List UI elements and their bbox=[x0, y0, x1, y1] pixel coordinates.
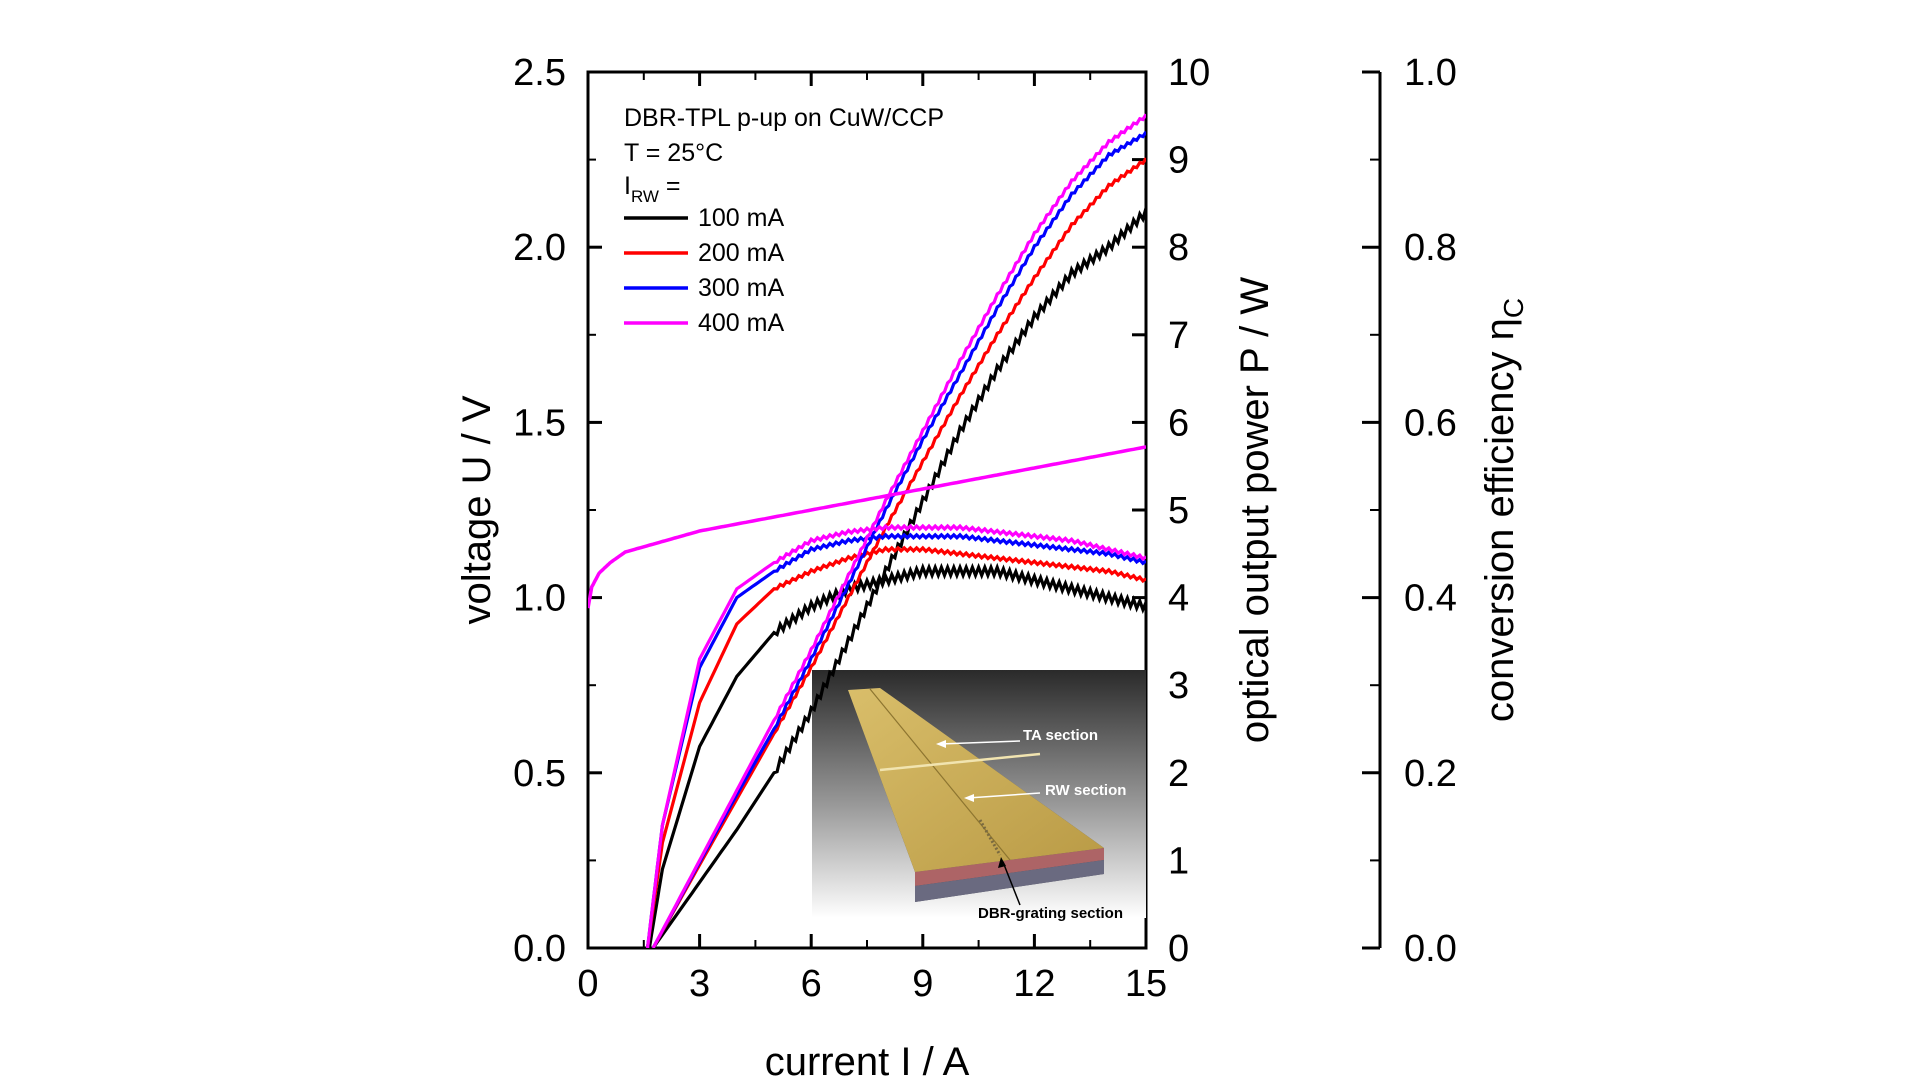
x-tick-label: 15 bbox=[1125, 963, 1167, 1005]
inset-label-ta: TA section bbox=[1023, 727, 1098, 744]
x-tick-label: 0 bbox=[577, 963, 598, 1005]
y-efficiency-tick-label: 0.4 bbox=[1404, 578, 1457, 620]
y-power-tick-label: 6 bbox=[1168, 402, 1189, 444]
efficiency-curve-300-mA bbox=[645, 532, 1146, 948]
y-power-tick-label: 2 bbox=[1168, 753, 1189, 795]
y-right2-axis-title: conversion efficiency ηC bbox=[1478, 298, 1529, 722]
y-power-tick-label: 5 bbox=[1168, 490, 1189, 532]
y-power-tick-label: 10 bbox=[1168, 52, 1210, 94]
y-left-tick-label: 0.5 bbox=[513, 753, 566, 795]
x-tick-label: 12 bbox=[1013, 963, 1055, 1005]
y-left-tick-label: 1.0 bbox=[513, 578, 566, 620]
inset-label-rw: RW section bbox=[1045, 782, 1126, 799]
chart-curves bbox=[588, 113, 1146, 948]
inset-label-dbr: DBR-grating section bbox=[978, 905, 1123, 922]
inset-device-image bbox=[812, 670, 1146, 918]
y-power-tick-label: 7 bbox=[1168, 315, 1189, 357]
y-left-tick-label: 1.5 bbox=[513, 402, 566, 444]
y-power-tick-label: 0 bbox=[1168, 928, 1189, 970]
x-axis-title: current I / A bbox=[765, 1040, 970, 1080]
legend-label: 300 mA bbox=[698, 274, 784, 302]
x-tick-label: 3 bbox=[689, 963, 710, 1005]
y-power-tick-label: 8 bbox=[1168, 227, 1189, 269]
y-left-tick-label: 2.0 bbox=[513, 227, 566, 269]
y-right1-axis-title: optical output power P / W bbox=[1233, 277, 1277, 743]
legend-label: 100 mA bbox=[698, 204, 784, 232]
efficiency-curve-100-mA bbox=[647, 562, 1146, 948]
y-left-axis-title: voltage U / V bbox=[455, 395, 499, 624]
y-left-tick-label: 0.0 bbox=[513, 928, 566, 970]
power-curve-300-mA bbox=[651, 130, 1146, 948]
y-power-tick-label: 1 bbox=[1168, 840, 1189, 882]
voltage-curve bbox=[588, 445, 1146, 609]
x-tick-label: 6 bbox=[801, 963, 822, 1005]
irw-annotation: IRW = bbox=[624, 172, 681, 206]
temperature-annotation: T = 25°C bbox=[624, 139, 723, 167]
power-curve-100-mA bbox=[651, 207, 1146, 948]
y-left-tick-label: 2.5 bbox=[513, 52, 566, 94]
legend: 100 mA 200 mA 300 mA 400 mA bbox=[624, 204, 784, 337]
y-efficiency-tick-label: 0.8 bbox=[1404, 227, 1457, 269]
y-power-tick-label: 4 bbox=[1168, 578, 1189, 620]
efficiency-curve-400-mA bbox=[645, 523, 1146, 948]
device-annotation: DBR-TPL p-up on CuW/CCP bbox=[624, 104, 944, 132]
y-efficiency-tick-label: 0.2 bbox=[1404, 753, 1457, 795]
axis-tick-labels: 0 3 6 9 12 150.00.51.01.52.02.50123456789100.… bbox=[513, 52, 1457, 1005]
legend-label: 400 mA bbox=[698, 309, 784, 337]
y-power-tick-label: 3 bbox=[1168, 665, 1189, 707]
x-tick-label: 9 bbox=[912, 963, 933, 1005]
y-power-tick-label: 9 bbox=[1168, 140, 1189, 182]
y-efficiency-tick-label: 0.6 bbox=[1404, 402, 1457, 444]
y-efficiency-tick-label: 0.0 bbox=[1404, 928, 1457, 970]
efficiency-curve-200-mA bbox=[645, 545, 1146, 948]
legend-label: 200 mA bbox=[698, 239, 784, 267]
power-curve-400-mA bbox=[651, 113, 1146, 948]
y-efficiency-tick-label: 1.0 bbox=[1404, 52, 1457, 94]
